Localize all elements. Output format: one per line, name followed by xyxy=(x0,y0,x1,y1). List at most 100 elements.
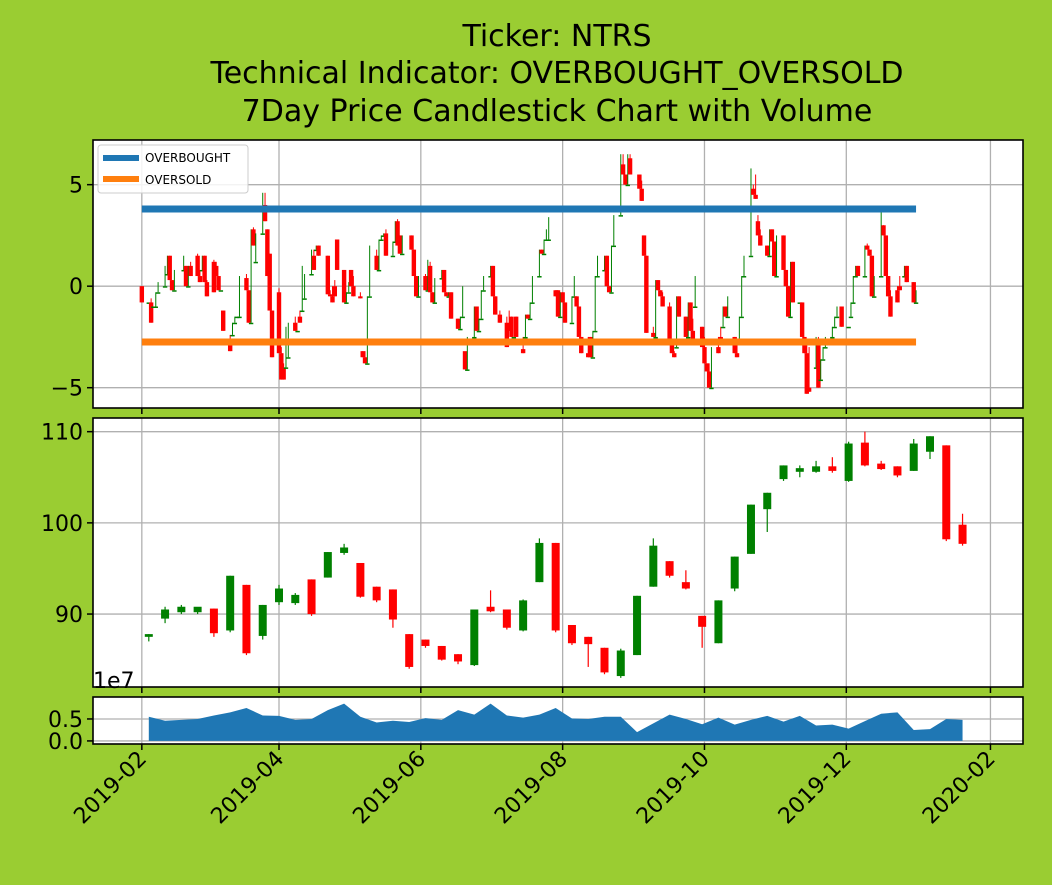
indicator-candle-body xyxy=(462,351,468,370)
indicator-candle-body xyxy=(639,188,644,201)
indicator-candle-body xyxy=(344,302,349,304)
indicator-candle-body xyxy=(360,351,365,358)
legend-label-oversold: OVERSOLD xyxy=(145,173,211,187)
legend: OVERBOUGHT OVERSOLD xyxy=(97,144,249,194)
indicator-candle-body xyxy=(692,306,698,308)
indicator-candle-body xyxy=(460,316,465,319)
price-candle-body xyxy=(405,634,414,667)
indicator-candle-body xyxy=(755,221,761,236)
indicator-candle-body xyxy=(702,347,707,364)
indicator-candle-body xyxy=(651,332,656,337)
indicator-candle-body xyxy=(293,322,298,331)
indicator-candle-body xyxy=(172,290,177,292)
y-tick-label: 100 xyxy=(41,512,83,537)
indicator-candle-body xyxy=(527,318,533,321)
indicator-candle-body xyxy=(620,164,626,175)
indicator-candle-body xyxy=(232,322,238,325)
indicator-candle-body xyxy=(197,276,203,283)
y-tick-label: 5 xyxy=(69,174,83,199)
price-candle-body xyxy=(209,608,218,634)
indicator-candle-body xyxy=(381,235,386,237)
indicator-candle-body xyxy=(221,310,226,331)
indicator-candle-body xyxy=(823,347,828,349)
indicator-candle-body xyxy=(251,229,256,246)
indicator-candle-body xyxy=(688,302,693,331)
indicator-candle-body xyxy=(474,306,479,331)
price-candle-body xyxy=(144,634,153,637)
indicator-candle-body xyxy=(246,290,251,323)
indicator-candle-body xyxy=(281,367,286,380)
indicator-candle-body xyxy=(416,296,421,298)
indicator-candle-body xyxy=(820,359,826,361)
indicator-candle-body xyxy=(655,280,661,291)
indicator-candle-body xyxy=(576,306,582,337)
indicator-candle-body xyxy=(439,278,444,280)
indicator-candle-body xyxy=(139,286,145,303)
y-tick-label: 0.5 xyxy=(48,708,83,733)
indicator-candle-body xyxy=(297,316,303,323)
price-candle-body xyxy=(665,561,674,576)
indicator-candle-body xyxy=(260,233,265,235)
price-candle-body xyxy=(519,600,528,631)
volume-area-fill xyxy=(148,703,963,741)
indicator-candle-body xyxy=(279,353,284,380)
price-candle-body xyxy=(600,647,609,673)
x-tick-label: 2020-02 xyxy=(918,747,1001,830)
indicator-candle-body xyxy=(162,286,168,288)
price-panel: 90 100 110 xyxy=(41,417,1024,693)
volume-area xyxy=(148,703,963,741)
indicator-candle-body xyxy=(832,326,837,329)
price-candle-body xyxy=(714,600,723,644)
indicator-candle-body xyxy=(286,357,291,359)
price-candle-body xyxy=(388,589,397,620)
indicator-candle-body xyxy=(816,343,821,388)
price-candle-body xyxy=(746,504,755,554)
price-candle-body xyxy=(226,575,235,631)
indicator-candle-body xyxy=(169,280,175,291)
indicator-candle-body xyxy=(676,296,682,317)
indicator-candle-body xyxy=(772,241,777,277)
indicator-candle-body xyxy=(641,235,647,256)
indicator-candle-body xyxy=(479,318,484,321)
indicator-candle-body xyxy=(658,290,663,297)
indicator-candle-body xyxy=(883,235,889,277)
x-tick-label: 2019-10 xyxy=(632,747,715,830)
indicator-candle-body xyxy=(374,255,379,270)
indicator-candle-body xyxy=(774,276,779,278)
x-tick-label: 2019-12 xyxy=(774,747,857,830)
indicator-candle-body xyxy=(588,336,593,358)
price-candle-body xyxy=(942,445,951,540)
indicator-candle-body xyxy=(248,322,254,325)
indicator-candle-body xyxy=(888,296,893,317)
indicator-candle-body xyxy=(165,274,170,276)
indicator-candle-body xyxy=(623,174,628,185)
title-line-3: 7Day Price Candlestick Chart with Volume xyxy=(242,94,873,129)
indicator-candle-body xyxy=(660,296,665,307)
title-line-1: Ticker: NTRS xyxy=(461,19,651,54)
indicator-candle-body xyxy=(204,282,210,297)
indicator-candle-body xyxy=(902,276,907,278)
indicator-candle-body xyxy=(244,278,249,291)
indicator-candle-body xyxy=(541,253,547,256)
indicator-candle-body xyxy=(539,249,544,254)
price-candle-body xyxy=(502,609,511,628)
price-candle-body xyxy=(584,636,593,645)
indicator-candle-body xyxy=(490,265,496,297)
indicator-candle-body xyxy=(311,255,317,270)
indicator-candle-body xyxy=(181,269,186,272)
price-candle-body xyxy=(454,654,463,662)
indicator-candle-body xyxy=(839,306,844,327)
indicator-candle-body xyxy=(269,310,275,358)
indicator-candle-body xyxy=(751,188,756,195)
indicator-candle-body xyxy=(848,316,854,319)
indicator-candle-body xyxy=(734,353,740,358)
price-candle-body xyxy=(909,443,918,471)
price-candle-body xyxy=(763,492,772,510)
indicator-candle-body xyxy=(846,326,851,329)
indicator-candle-body xyxy=(525,314,530,319)
indicator-candle-body xyxy=(200,269,205,272)
indicator-candle-body xyxy=(472,336,477,339)
price-candles xyxy=(144,431,967,678)
indicator-candle-body xyxy=(720,326,726,329)
